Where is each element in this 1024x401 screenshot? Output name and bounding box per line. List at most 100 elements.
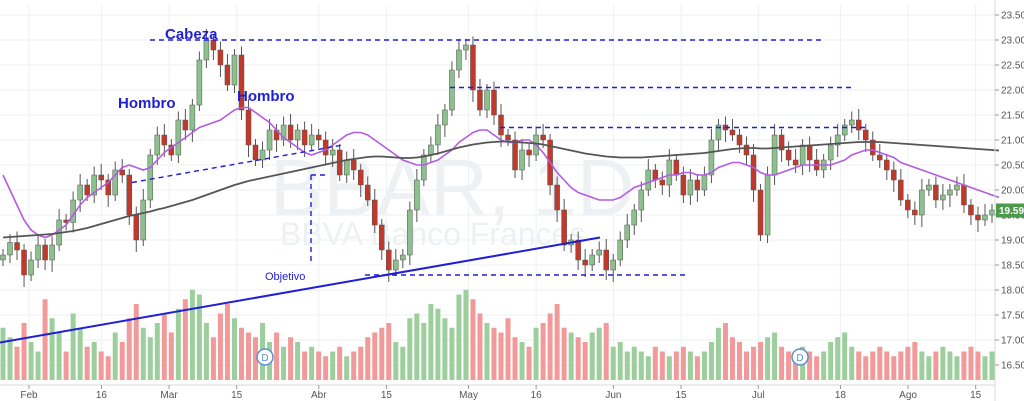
candle-down <box>133 214 140 241</box>
volume-bar <box>351 351 357 380</box>
candle-down <box>729 129 736 136</box>
volume-bar <box>238 327 244 380</box>
candle-up <box>624 224 631 241</box>
volume-bar <box>589 332 595 380</box>
volume-bar <box>575 337 581 380</box>
candle-up <box>841 124 848 136</box>
candle-up <box>799 144 806 166</box>
volume-bar <box>316 351 322 380</box>
volume-bar <box>722 323 728 380</box>
x-tick-label: 15 <box>381 390 393 401</box>
volume-bar <box>891 356 897 380</box>
candle-down <box>217 49 224 66</box>
candle-up <box>442 109 448 126</box>
candle-down <box>855 119 862 131</box>
candle-down <box>364 184 371 201</box>
candle-down <box>245 109 252 146</box>
candle-up <box>435 124 441 146</box>
candle-up <box>708 139 715 176</box>
candlesticks <box>0 29 995 287</box>
candle-up <box>231 54 238 86</box>
candle-up <box>91 174 97 196</box>
candle-up <box>266 129 273 151</box>
candle-down <box>182 119 189 131</box>
candle-up <box>196 59 203 106</box>
volume-bar <box>210 337 216 380</box>
y-tick-label: 16.50 <box>1001 361 1024 372</box>
volume-bar <box>863 356 869 380</box>
candle-down <box>968 204 974 216</box>
volume-bar <box>253 337 259 380</box>
candle-down <box>743 144 750 156</box>
volume-bar <box>912 342 918 380</box>
volume-bar <box>119 342 125 380</box>
annotation-hombro-right: Hombro <box>237 88 295 105</box>
candle-down <box>554 184 560 211</box>
volume-bar <box>919 351 925 380</box>
ma-short-line <box>2 106 1000 239</box>
candle-up <box>308 134 315 146</box>
candle-down <box>161 134 168 146</box>
volume-bar <box>168 332 174 380</box>
candle-down <box>898 179 904 201</box>
x-tick-label: 16 <box>96 390 108 401</box>
candle-down <box>575 239 581 261</box>
volume-bar <box>652 346 658 380</box>
candle-down <box>750 154 757 191</box>
trendlines <box>0 144 601 344</box>
candle-up <box>519 149 525 171</box>
candle-up <box>259 149 266 161</box>
candle-up <box>175 119 182 156</box>
volume-bar <box>982 356 988 380</box>
volume-bar <box>540 323 546 380</box>
candle-up <box>7 242 13 256</box>
volume-bar <box>701 351 707 380</box>
volume-bar <box>568 332 574 380</box>
volume-bar <box>968 346 974 380</box>
volume-bar <box>442 318 448 380</box>
candle-up <box>463 44 469 51</box>
volume-bar <box>512 337 518 380</box>
volume-bar <box>224 304 230 380</box>
volume-bar <box>989 351 995 380</box>
volume-bar <box>379 327 385 380</box>
volume-bar <box>715 327 721 380</box>
candle-down <box>694 179 701 191</box>
volume-bar <box>435 308 441 380</box>
y-tick-label: 17.00 <box>1001 336 1024 347</box>
candle-down <box>21 249 27 276</box>
y-tick-label: 23.00 <box>1001 36 1024 47</box>
candle-up <box>764 174 771 236</box>
volume-bar <box>758 342 764 380</box>
candle-down <box>975 214 981 221</box>
candle-up <box>77 184 83 201</box>
candle-down <box>105 179 111 196</box>
volume-bar <box>708 342 714 380</box>
x-tick-label: Jul <box>752 390 765 401</box>
volume-bar <box>554 304 560 380</box>
y-tick-label: 23.50 <box>1001 11 1024 22</box>
volume-bar <box>975 351 981 380</box>
volume-bar <box>203 323 209 380</box>
volume-bar <box>35 351 41 380</box>
volume-bar <box>449 327 455 380</box>
volume-bar <box>729 337 735 380</box>
volume-bar <box>463 289 469 380</box>
volume-bar <box>154 323 160 380</box>
volume-bar <box>414 313 420 380</box>
candle-down <box>870 139 876 156</box>
x-tick-label: 15 <box>231 390 243 401</box>
volume-bar <box>898 351 904 380</box>
volume-bar <box>196 294 202 380</box>
volume-bar <box>884 351 890 380</box>
volume-bar <box>21 323 27 380</box>
candle-up <box>834 134 841 146</box>
candle-up <box>35 244 41 261</box>
x-tick-label: Ago <box>899 390 917 401</box>
volume-bar <box>905 346 911 380</box>
volume-bar <box>330 351 336 380</box>
watermark-symbol: BBAR, 1D <box>270 143 635 232</box>
pattern-annotations: Cabeza Hombro Hombro Objetivo <box>118 26 305 283</box>
